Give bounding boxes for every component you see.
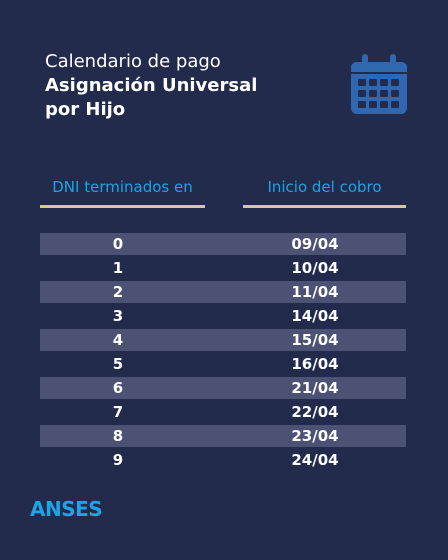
date-cell: 21/04 <box>291 379 339 397</box>
date-cell: 22/04 <box>291 403 339 421</box>
table-row: 1 10/04 <box>40 257 406 279</box>
date-cell: 24/04 <box>291 451 339 469</box>
dni-cell: 5 <box>112 355 124 373</box>
table-row: 5 16/04 <box>40 353 406 375</box>
dni-cell: 3 <box>112 307 124 325</box>
date-cell: 10/04 <box>291 259 339 277</box>
page-subtitle: Calendario de pago <box>45 51 221 72</box>
date-cell: 16/04 <box>291 355 339 373</box>
anses-logo: ANSES <box>30 497 103 521</box>
date-cell: 15/04 <box>291 331 339 349</box>
table-row: 6 21/04 <box>40 377 406 399</box>
schedule-table: 0 09/04 1 10/04 2 11/04 3 14/04 4 15/04 … <box>40 233 406 473</box>
table-row: 0 09/04 <box>40 233 406 255</box>
date-cell: 23/04 <box>291 427 339 445</box>
header-dni: DNI terminados en <box>40 177 205 208</box>
dni-cell: 1 <box>112 259 124 277</box>
dni-cell: 2 <box>112 283 124 301</box>
page-title-line2: por Hijo <box>45 99 126 120</box>
date-cell: 14/04 <box>291 307 339 325</box>
table-row: 3 14/04 <box>40 305 406 327</box>
date-cell: 09/04 <box>291 235 339 253</box>
table-row: 7 22/04 <box>40 401 406 423</box>
dni-cell: 4 <box>112 331 124 349</box>
date-cell: 11/04 <box>291 283 339 301</box>
table-row: 2 11/04 <box>40 281 406 303</box>
header-date: Inicio del cobro <box>243 177 406 208</box>
dni-cell: 8 <box>112 427 124 445</box>
table-row: 8 23/04 <box>40 425 406 447</box>
calendar-icon <box>351 54 407 114</box>
dni-cell: 0 <box>112 235 124 253</box>
table-row: 4 15/04 <box>40 329 406 351</box>
table-row: 9 24/04 <box>40 449 406 471</box>
dni-cell: 9 <box>112 451 124 469</box>
page-title-line1: Asignación Universal <box>45 75 258 96</box>
dni-cell: 6 <box>112 379 124 397</box>
dni-cell: 7 <box>112 403 124 421</box>
title-block: Calendario de pago Asignación Universal … <box>45 50 257 122</box>
